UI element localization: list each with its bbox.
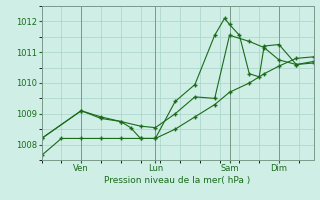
X-axis label: Pression niveau de la mer( hPa ): Pression niveau de la mer( hPa ) bbox=[104, 176, 251, 185]
